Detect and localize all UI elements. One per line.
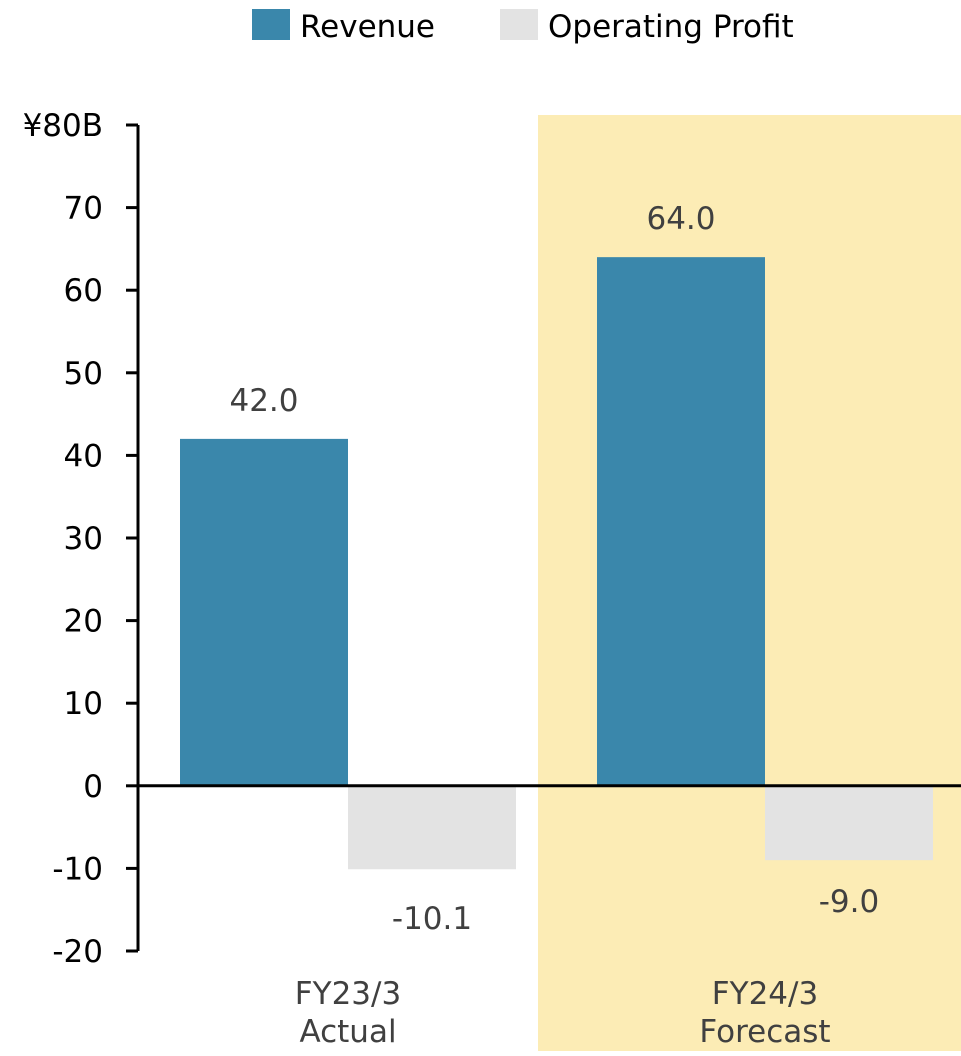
- category-label-line1: FY23/3: [295, 976, 401, 1012]
- y-tick-label: 20: [64, 604, 103, 640]
- y-tick-label: -20: [52, 934, 103, 970]
- revenue-value-label: 64.0: [646, 201, 715, 237]
- category-label-line2: Actual: [299, 1014, 396, 1050]
- legend-label-operating-profit: Operating Profit: [548, 9, 794, 45]
- operating-profit-bar: [348, 785, 516, 870]
- legend-swatch-revenue: [252, 9, 290, 40]
- revenue-value-label: 42.0: [229, 383, 298, 419]
- operating-profit-value-label: -10.1: [392, 901, 472, 937]
- revenue-bar: [597, 257, 765, 786]
- y-tick-label: 50: [64, 356, 103, 392]
- y-tick-label: ¥80B: [23, 108, 103, 144]
- revenue-bar: [180, 438, 348, 786]
- y-tick-label: 40: [64, 438, 103, 474]
- category-label-line2: Forecast: [699, 1014, 830, 1050]
- y-tick-label: 0: [83, 769, 103, 805]
- legend-label-revenue: Revenue: [300, 9, 435, 45]
- operating-profit-bar: [765, 785, 933, 861]
- y-tick-label: 70: [64, 191, 103, 227]
- y-tick-label: -10: [52, 851, 103, 887]
- operating-profit-value-label: -9.0: [819, 884, 880, 920]
- y-tick-label: 60: [64, 273, 103, 309]
- legend-swatch-operating-profit: [500, 9, 538, 40]
- category-label-line1: FY24/3: [712, 976, 818, 1012]
- y-tick-label: 30: [64, 521, 103, 557]
- y-tick-label: 10: [64, 686, 103, 722]
